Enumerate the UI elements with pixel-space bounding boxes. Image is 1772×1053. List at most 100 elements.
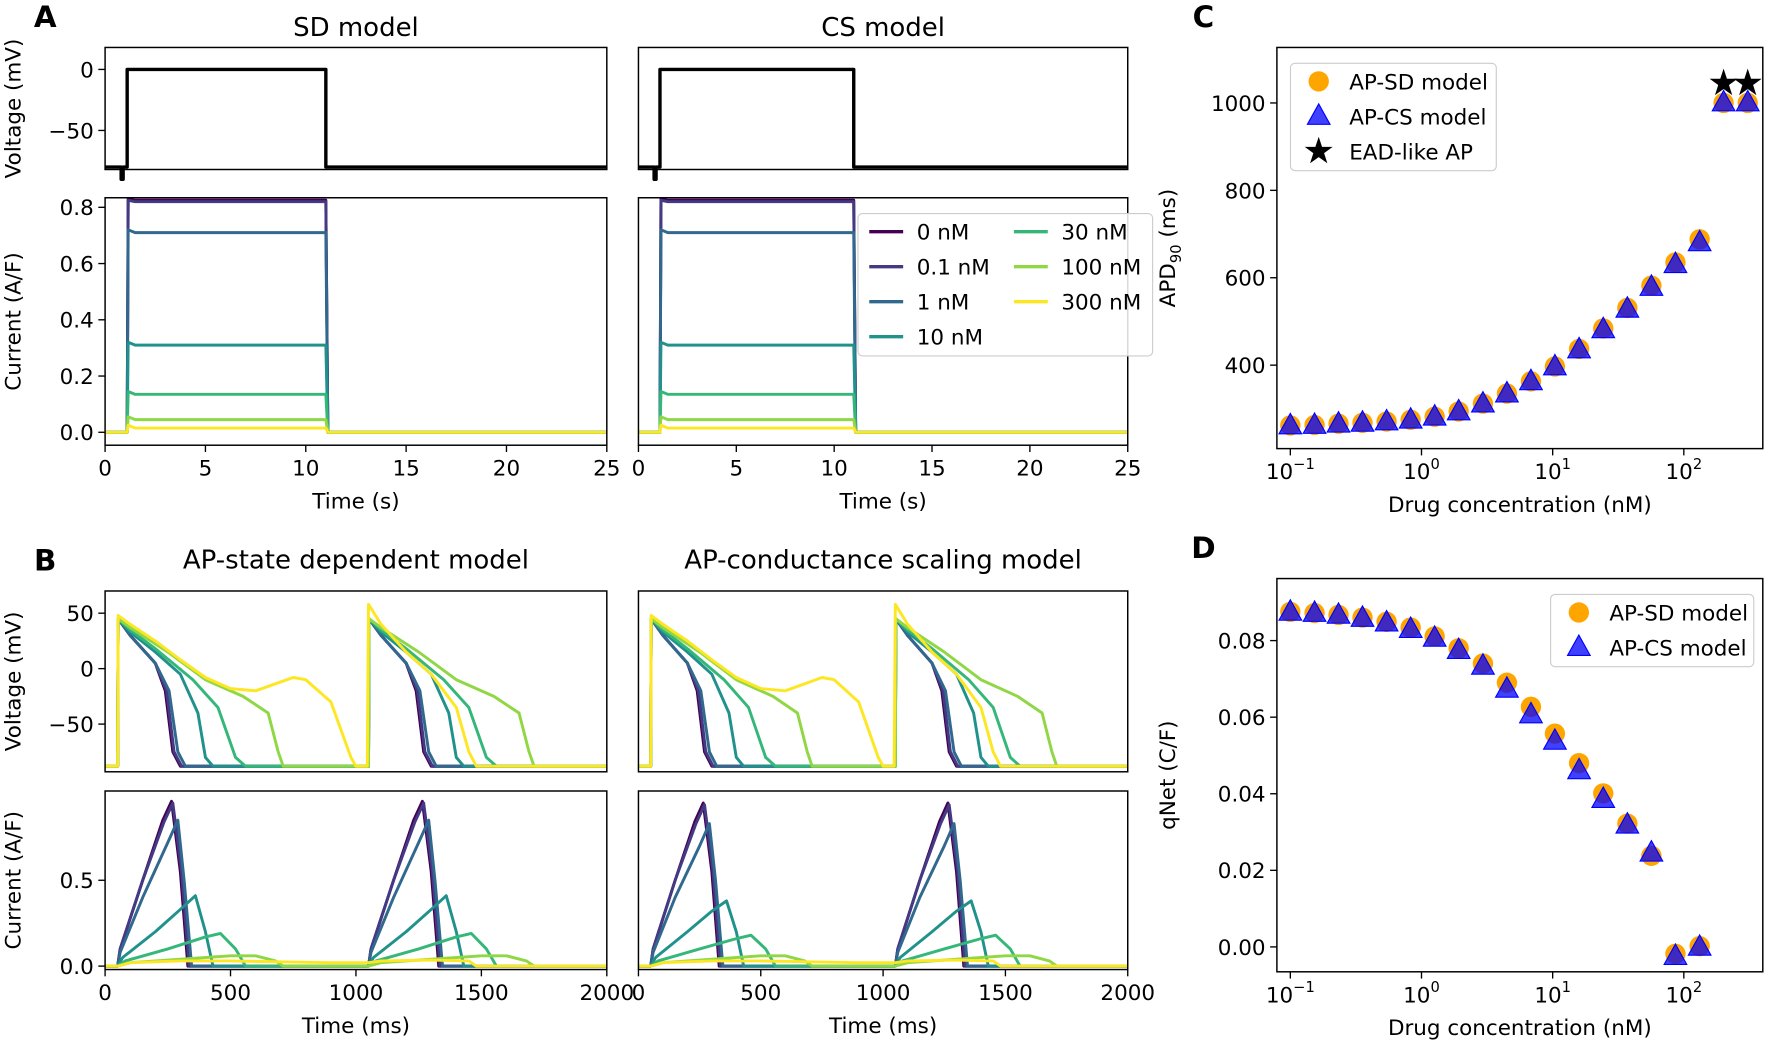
y-tick-label: 0.04	[1218, 783, 1266, 808]
tick-exponent: 0	[1430, 456, 1439, 473]
line-series	[105, 423, 607, 434]
legend-item: 10 nM	[869, 326, 983, 351]
y-axis-label: Current (A/F)	[1, 252, 26, 390]
panel: 0 500 1000 1500 2000 0.0 0.5 Time (ms) Current (…	[1, 790, 634, 1039]
tick-exponent: 1	[1562, 979, 1571, 996]
marker-triangle	[1422, 624, 1447, 647]
marker-triangle	[1278, 412, 1303, 435]
panel-title: AP-conductance scaling model	[684, 545, 1082, 575]
x-axis-label: Time (s)	[311, 490, 399, 515]
tick-base: 15	[918, 457, 945, 482]
axes-frame	[104, 790, 608, 971]
marker-triangle	[1615, 295, 1640, 318]
x-tick-label: 100	[1403, 979, 1440, 1008]
marker-triangle	[1663, 942, 1688, 965]
marker-triangle	[1278, 598, 1303, 621]
line-series	[105, 958, 607, 968]
legend-items: AP-SD model AP-CS model	[1566, 601, 1748, 661]
tick-base: 1000	[856, 981, 911, 1006]
tick-base: 1500	[978, 981, 1033, 1006]
legend-label: AP-CS model	[1609, 636, 1746, 661]
marker-triangle	[1326, 601, 1351, 624]
marker-triangle	[1590, 316, 1616, 339]
marker-triangle	[1398, 406, 1423, 429]
tick-base: 10	[1534, 983, 1561, 1008]
panel: 0 5 10 15 20 25 Time (s) 0 nM 0.1 nM 1 nM 10 nM 30 …	[632, 197, 1154, 515]
marker-star	[1304, 136, 1333, 164]
legend: AP-SD model AP-CS model	[1550, 593, 1755, 668]
x-axis-label: Time (ms)	[301, 1014, 410, 1039]
marker-triangle	[1446, 636, 1471, 660]
line-series	[105, 617, 607, 768]
y-tick-label: 0.02	[1218, 859, 1266, 884]
x-tick-label: 1000	[329, 981, 384, 1006]
marker-triangle	[1374, 408, 1399, 431]
tick-base: 10	[821, 457, 848, 482]
panel: B AP-state dependent model −50 0 50 Voltage (…	[1, 544, 608, 773]
line-series	[638, 958, 1128, 968]
tick-base: 20	[493, 457, 520, 482]
x-tick-label: 0	[98, 981, 112, 1006]
x-tick-label: 1500	[454, 981, 509, 1006]
y-tick-label: 0.0	[60, 955, 94, 980]
marker-triangle	[1590, 785, 1616, 808]
y-axis-label: Voltage (mV)	[1, 39, 26, 179]
legend-box	[857, 213, 1154, 357]
legend-box	[1289, 62, 1497, 172]
marker-triangle	[1663, 251, 1688, 274]
tick-base: 0	[98, 457, 112, 482]
x-axis-label: Time (s)	[838, 490, 926, 515]
tick-base: 2000	[1100, 981, 1155, 1006]
x-axis-label: Drug concentration (nM)	[1388, 493, 1652, 518]
x-tick-label: 10	[821, 457, 848, 482]
x-tick-label: 10	[292, 457, 319, 482]
legend-label: 300 nM	[1061, 291, 1141, 316]
marker-triangle	[1711, 89, 1736, 112]
legend-item: 0.1 nM	[869, 256, 990, 281]
legend-label: 0.1 nM	[917, 256, 990, 281]
legend-item: EAD-like AP	[1304, 136, 1473, 165]
legend-items: AP-SD model AP-CS model EAD-like AP	[1304, 70, 1488, 165]
marker-triangle	[1326, 410, 1351, 433]
x-tick-label: 0	[632, 457, 646, 482]
legend-label: AP-SD model	[1349, 70, 1488, 95]
y-tick-label: 0.0	[60, 421, 94, 446]
tick-base: 0	[632, 457, 646, 482]
legend-item: AP-SD model	[1308, 70, 1488, 95]
line-series	[638, 617, 1128, 768]
marker-triangle	[1518, 701, 1544, 724]
line-series	[638, 423, 1128, 434]
x-tick-label: 500	[740, 981, 781, 1006]
tick-base: 1000	[329, 981, 384, 1006]
marker-circle	[1568, 602, 1590, 623]
line-series	[105, 602, 607, 768]
tick-base: 10	[292, 457, 319, 482]
x-tick-label: 2000	[1100, 981, 1155, 1006]
tick-exponent: −1	[1293, 979, 1315, 996]
line-series	[105, 67, 607, 181]
tick-exponent: 1	[1562, 456, 1571, 473]
legend-items: 0 nM 0.1 nM 1 nM 10 nM 30 nM 100 nM 300 nM	[869, 221, 1141, 351]
y-axis-label: qNet (C/F)	[1156, 720, 1181, 829]
legend-label: 0 nM	[917, 221, 970, 246]
y-tick-label: 0.4	[60, 309, 94, 334]
label-part: 90	[1168, 244, 1185, 263]
x-tick-label: 0	[98, 457, 112, 482]
panel: AP-conductance scaling model	[637, 545, 1129, 773]
tick-base: 2000	[579, 981, 634, 1006]
marker-triangle	[1687, 229, 1712, 252]
legend-label: AP-SD model	[1609, 601, 1748, 626]
marker-star	[1709, 68, 1738, 96]
legend-box	[1550, 593, 1755, 668]
y-tick-label: 400	[1225, 354, 1266, 379]
y-axis-label: Voltage (mV)	[1, 612, 26, 752]
legend-label: 30 nM	[1061, 221, 1127, 246]
label-part: (ms)	[1156, 189, 1181, 245]
marker-triangle	[1350, 409, 1375, 432]
label-part: APD	[1156, 263, 1181, 307]
y-tick-label: 0.5	[60, 869, 94, 894]
marker-triangle	[1566, 633, 1592, 656]
